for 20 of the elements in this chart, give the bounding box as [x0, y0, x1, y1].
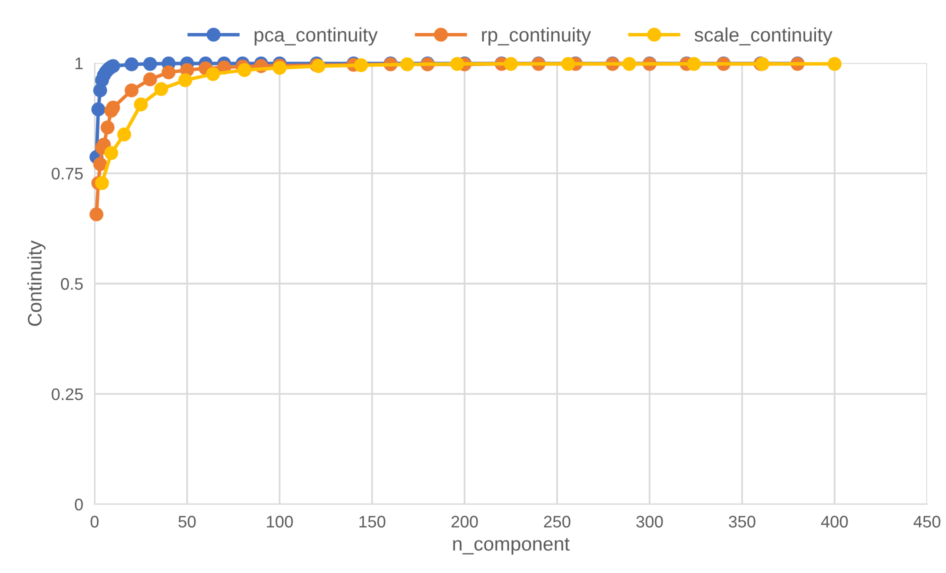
x-axis-title: n_component: [453, 538, 570, 555]
y-tick-label: 0: [74, 498, 83, 510]
x-tick-label: 0: [90, 516, 99, 528]
legend-label: scale_continuity: [694, 27, 832, 46]
x-tick-label: 450: [914, 516, 940, 528]
x-tick-label: 100: [266, 516, 293, 528]
x-tick-label: 300: [636, 516, 663, 528]
legend-label: rp_continuity: [482, 27, 591, 46]
y-tick-label: 0.25: [52, 388, 83, 400]
y-tick-label: 0.5: [60, 278, 83, 290]
x-tick-label: 150: [359, 516, 386, 528]
x-tick-label: 200: [452, 516, 478, 528]
x-tick-label: 250: [544, 516, 570, 528]
x-tick-label: 350: [728, 516, 756, 528]
y-tick-label: 0.75: [52, 168, 83, 180]
x-tick-label: 50: [178, 516, 196, 528]
y-tick-label: 1: [75, 58, 83, 70]
y-axis-title: Continuity: [27, 240, 46, 326]
legend-label: pca_continuity: [254, 27, 378, 46]
x-tick-label: 400: [821, 516, 848, 528]
